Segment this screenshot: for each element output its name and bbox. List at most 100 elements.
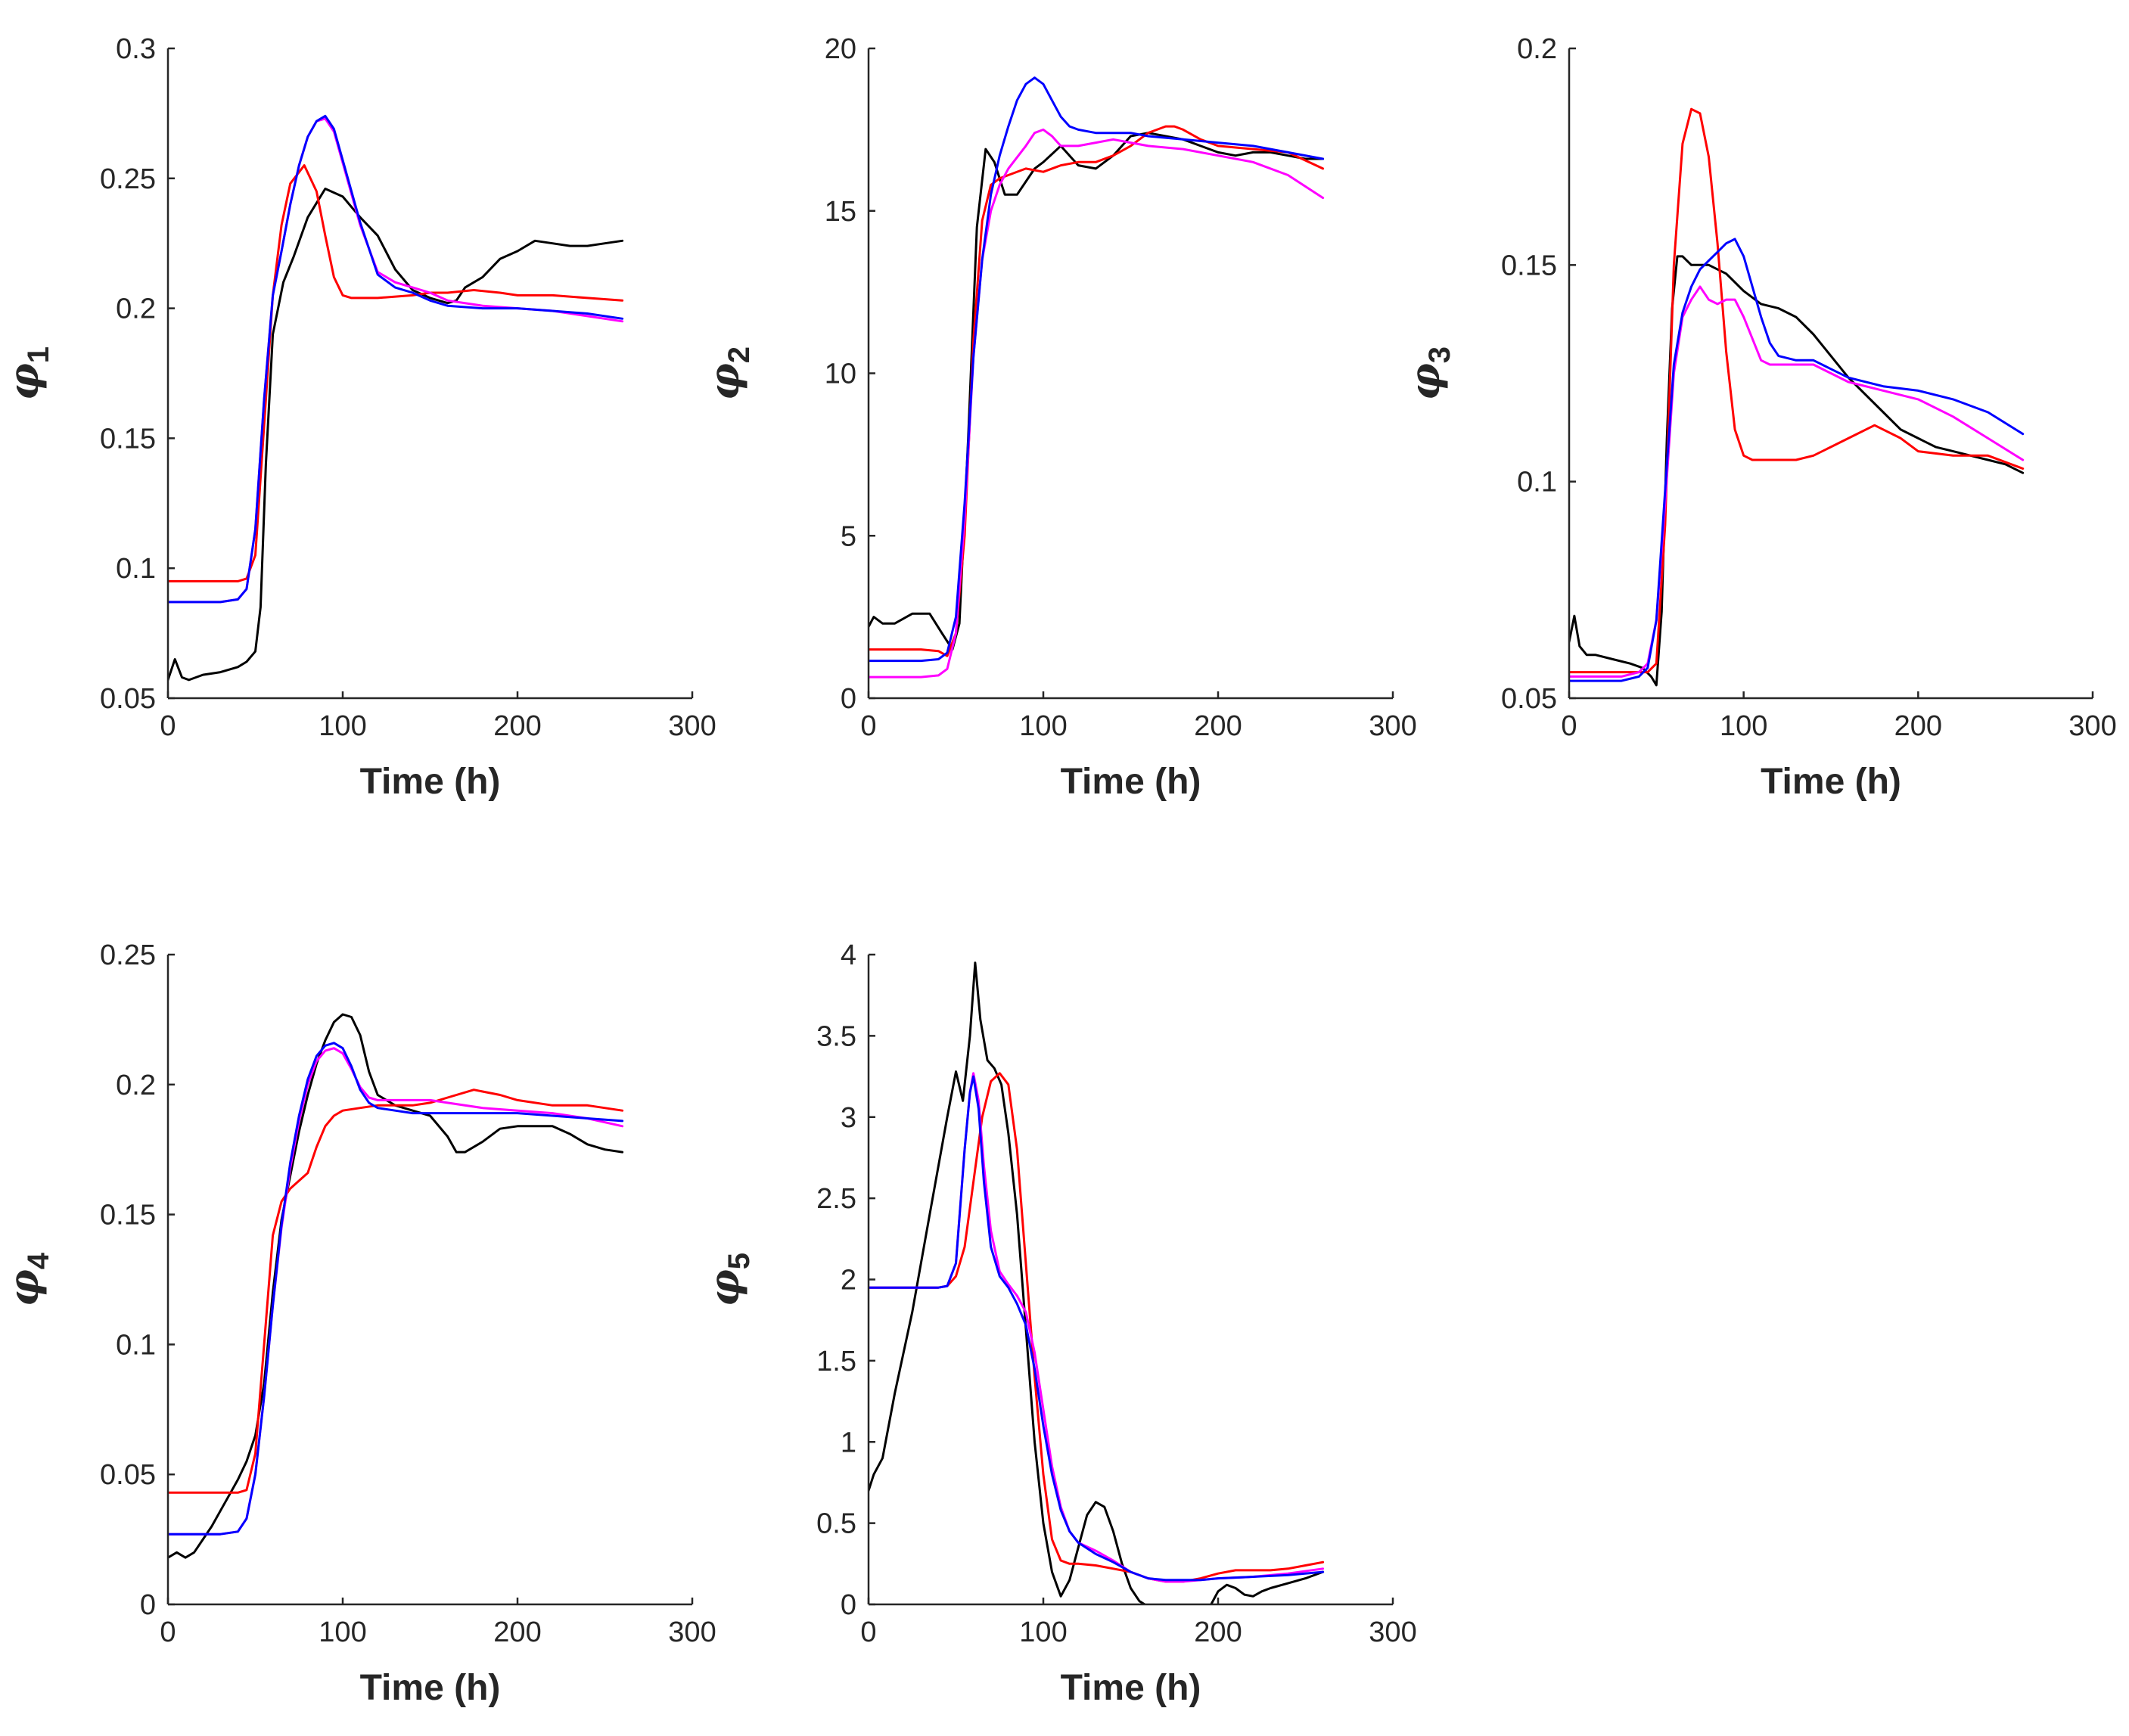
y-tick-label: 0.1 — [116, 1329, 156, 1361]
y-tick-label: 10 — [825, 359, 856, 390]
x-tick-label: 200 — [1194, 710, 1242, 742]
plot-area — [168, 114, 624, 682]
series-magenta-line — [168, 1047, 624, 1536]
x-axis-label: Time (h) — [1061, 762, 1201, 802]
series-black-tail-line — [1210, 1570, 1325, 1604]
x-tick-label: 200 — [493, 1616, 541, 1648]
x-tick-label: 100 — [1720, 710, 1767, 742]
y-tick-label: 0.3 — [116, 33, 156, 65]
series-red-line — [168, 164, 624, 582]
series-red-line — [1569, 107, 2025, 674]
series-blue-line — [869, 1075, 1325, 1582]
x-tick-label: 100 — [319, 1616, 366, 1648]
y-tick-label: 0.15 — [100, 1200, 156, 1231]
subplot-4: 0 100 200 300 0 0.05 0.1 0.15 0.2 0.25 Time (h) φ4 — [0, 939, 716, 1708]
x-tick-label: 100 — [319, 710, 366, 742]
y-tick-label: 0.2 — [116, 293, 156, 325]
y-tick-label: 3.5 — [816, 1020, 856, 1052]
x-tick-label: 0 — [860, 1616, 876, 1648]
x-tick-label: 300 — [668, 1616, 716, 1648]
series-red-line — [168, 1088, 624, 1494]
series-blue-line — [168, 114, 624, 604]
y-tick-label: 2 — [841, 1265, 856, 1297]
series-blue-line — [869, 76, 1325, 663]
y-axis-label-subscript: 2 — [723, 346, 756, 363]
y-tick-label: 1 — [841, 1427, 856, 1458]
subplot-1: 0 100 200 300 0.05 0.1 0.15 0.2 0.25 0.3 Time (h) φ… — [0, 33, 716, 802]
y-axis-label-subscript: 4 — [22, 1252, 55, 1269]
plot-area — [1569, 107, 2025, 687]
y-tick-label: 0.1 — [116, 553, 156, 585]
y-axis-label-subscript: 3 — [1423, 346, 1456, 363]
y-tick-label: 0.15 — [1501, 250, 1557, 281]
y-tick-label: 5 — [841, 520, 856, 552]
x-axis-label: Time (h) — [360, 762, 501, 802]
series-black-line — [869, 132, 1325, 651]
x-tick-label: 200 — [1194, 1616, 1242, 1648]
x-tick-label: 300 — [1369, 710, 1416, 742]
series-black-line — [168, 1013, 624, 1559]
y-axis-label-subscript: 1 — [22, 346, 55, 363]
x-axis-label: Time (h) — [360, 1668, 501, 1708]
y-tick-label: 0.25 — [100, 939, 156, 971]
series-magenta-line — [869, 128, 1325, 679]
y-axis-label: φ1 — [0, 346, 55, 400]
y-tick-label: 0.1 — [1517, 467, 1557, 498]
x-tick-label: 200 — [493, 710, 541, 742]
y-axis-label-symbol: φ — [700, 1269, 748, 1306]
y-axis-label-symbol: φ — [700, 363, 748, 400]
y-tick-label: 0.25 — [100, 163, 156, 195]
y-tick-label: 0.2 — [1517, 33, 1557, 65]
y-tick-label: 3 — [841, 1102, 856, 1134]
y-axis-label-symbol: φ — [0, 1269, 48, 1306]
y-tick-label: 0 — [140, 1589, 156, 1621]
x-tick-label: 0 — [860, 710, 876, 742]
y-tick-label: 20 — [825, 33, 856, 65]
x-tick-label: 0 — [1561, 710, 1577, 742]
x-tick-label: 300 — [1369, 1616, 1416, 1648]
x-axis-label: Time (h) — [1761, 762, 1901, 802]
x-tick-label: 0 — [160, 710, 176, 742]
series-black-line — [869, 961, 1146, 1604]
y-tick-label: 0.05 — [100, 683, 156, 715]
series-red-line — [869, 1072, 1325, 1583]
y-tick-label: 0.05 — [100, 1459, 156, 1491]
y-tick-label: 0.2 — [116, 1070, 156, 1101]
y-axis-label: φ4 — [0, 1252, 55, 1306]
x-tick-label: 0 — [160, 1616, 176, 1648]
subplot-3: 0 100 200 300 0.05 0.1 0.15 0.2 Time (h) φ3 — [1400, 33, 2117, 802]
y-tick-label: 0.5 — [816, 1508, 856, 1540]
y-axis-label-symbol: φ — [0, 363, 48, 400]
series-magenta-line — [168, 117, 624, 604]
y-tick-label: 15 — [825, 196, 856, 228]
y-axis-label-symbol: φ — [1400, 363, 1449, 400]
y-tick-label: 0.15 — [100, 423, 156, 455]
x-tick-label: 100 — [1019, 710, 1067, 742]
x-axis-label: Time (h) — [1061, 1668, 1201, 1708]
x-tick-label: 300 — [2068, 710, 2116, 742]
series-red-line — [869, 125, 1325, 657]
x-tick-label: 200 — [1894, 710, 1942, 742]
y-tick-label: 4 — [841, 939, 856, 971]
y-tick-label: 1.5 — [816, 1346, 856, 1377]
subplot-5: 0 100 200 300 0 0.5 1 1.5 2 2.5 3 3.5 4 Time (h) φ5 — [700, 939, 1417, 1708]
y-tick-label: 2.5 — [816, 1183, 856, 1215]
y-axis-label: φ5 — [700, 1253, 756, 1306]
x-tick-label: 100 — [1019, 1616, 1067, 1648]
series-blue-line — [1569, 238, 2025, 682]
plot-area — [869, 961, 1325, 1604]
series-magenta-line — [1569, 285, 2025, 678]
series-blue-line — [168, 1042, 624, 1536]
y-tick-label: 0 — [841, 683, 856, 715]
subplot-2: 0 100 200 300 0 5 10 15 20 Time (h) φ2 — [700, 33, 1417, 802]
plot-area — [168, 1013, 624, 1559]
y-tick-label: 0.05 — [1501, 683, 1557, 715]
y-axis-label: φ3 — [1400, 346, 1456, 400]
x-tick-label: 300 — [668, 710, 716, 742]
y-axis-label-subscript: 5 — [723, 1253, 756, 1269]
series-magenta-line — [869, 1072, 1325, 1583]
plot-area — [869, 76, 1325, 679]
y-tick-label: 0 — [841, 1589, 856, 1621]
series-black-line — [168, 188, 624, 682]
